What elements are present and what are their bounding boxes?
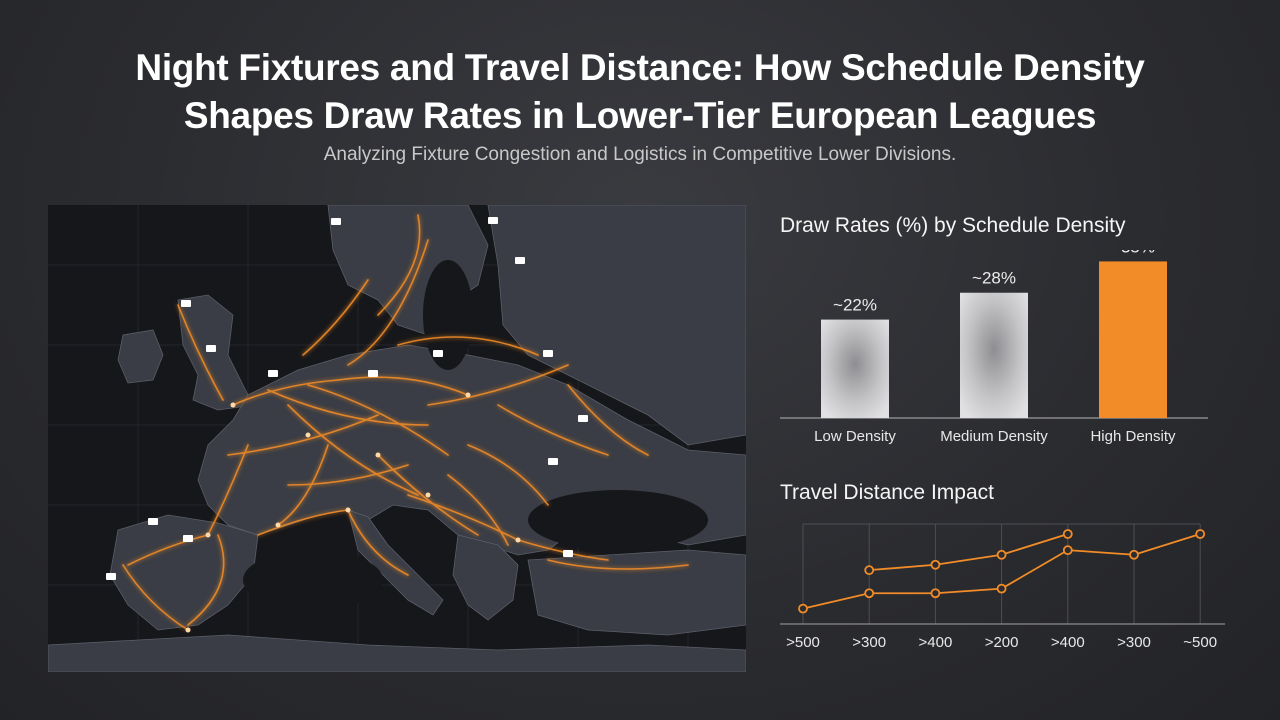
stadium-icon (488, 217, 498, 224)
line-point (996, 549, 1007, 560)
city-dots (185, 392, 521, 633)
line-grid (802, 523, 1201, 624)
line-point (798, 603, 808, 614)
line-x-tick-label: >300 (852, 634, 886, 651)
line-point (930, 559, 941, 570)
travel-routes (122, 214, 689, 631)
europe-travel-map (48, 205, 746, 672)
line-point (864, 588, 875, 599)
bar-2 (1099, 261, 1167, 418)
bar-category-label: Medium Density (940, 428, 1048, 445)
bar-value-label: ~22% (833, 296, 877, 315)
stadium-icon (331, 218, 341, 225)
draw-rate-bar-chart: ~22% Low Density ~28% Medium Density ~35% Hig… (780, 250, 1208, 445)
title-line-1: Night Fixtures and Travel Distance: How … (135, 47, 1145, 88)
bar-value-label: ~35% (1111, 250, 1155, 256)
stadium-icon (578, 415, 588, 422)
line-series-0 (869, 533, 1069, 572)
stadium-icon (206, 345, 216, 352)
bar-value-label: ~28% (972, 269, 1016, 288)
stadium-markers (106, 217, 588, 580)
line-point (1062, 545, 1073, 556)
stadium-icon (548, 458, 558, 465)
page-subtitle: Analyzing Fixture Congestion and Logisti… (323, 144, 957, 165)
stadium-icon (148, 518, 158, 525)
line-x-tick-label: >200 (985, 634, 1019, 651)
stadium-icon (106, 573, 116, 580)
stadium-icon (368, 370, 378, 377)
line-point (864, 565, 875, 576)
page-title: Night Fixtures and Travel Distance: How … (0, 44, 1280, 140)
bar-category-label: High Density (1090, 428, 1176, 445)
line-x-tick-label: >400 (1051, 634, 1085, 651)
map-canvas (48, 205, 746, 672)
line-chart-title: Travel Distance Impact (780, 481, 994, 504)
stadium-icon (543, 350, 553, 357)
stadium-icon (515, 257, 525, 264)
line-x-tick-label: >500 (786, 634, 820, 651)
stadium-icon (183, 535, 193, 542)
stadium-icon (563, 550, 573, 557)
stadium-icon (268, 370, 278, 377)
bar-0 (821, 319, 889, 418)
map-seas (243, 260, 708, 610)
travel-distance-line-chart: >500 >300 >400 >200 >400 >300 ~500 (780, 523, 1225, 651)
bar-chart-title: Draw Rates (%) by Schedule Density (780, 214, 1126, 237)
stadium-icon (181, 300, 191, 307)
stadium-icon (433, 350, 443, 357)
line-x-tick-label: ~500 (1183, 634, 1217, 651)
line-x-tick-label: >400 (919, 634, 953, 651)
line-point (1062, 529, 1073, 539)
bar-1 (960, 292, 1028, 418)
line-point (1195, 529, 1206, 539)
line-point (1129, 549, 1139, 560)
line-point (996, 583, 1007, 594)
bar-category-label: Low Density (814, 428, 896, 445)
line-point (930, 588, 941, 599)
title-line-2: Shapes Draw Rates in Lower-Tier European… (183, 95, 1097, 136)
line-x-tick-label: >300 (1117, 634, 1151, 651)
